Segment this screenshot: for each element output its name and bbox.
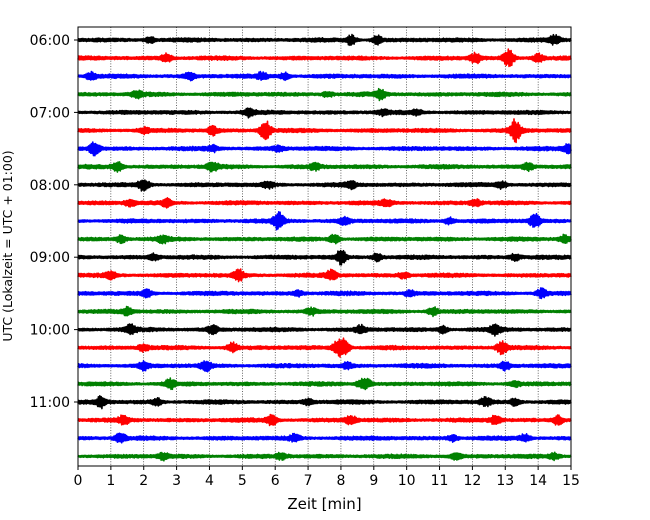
- x-tick-label: 10: [398, 473, 416, 489]
- y-axis-title: UTC (Lokalzeit = UTC + 01:00): [0, 150, 15, 341]
- x-tick-label: 3: [172, 473, 181, 489]
- x-tick-label: 14: [529, 473, 547, 489]
- trace-1015: [77, 337, 572, 358]
- x-tick-label: 9: [369, 473, 378, 489]
- x-tick-label: 13: [496, 473, 514, 489]
- plot-background: [78, 27, 571, 466]
- trace-1115: [77, 413, 572, 427]
- x-axis-title: Zeit [min]: [287, 495, 361, 513]
- trace-0745: [77, 161, 572, 173]
- x-tick-label: 15: [562, 473, 580, 489]
- vertical-grid: [110, 27, 539, 466]
- trace-0815: [77, 197, 572, 209]
- x-tick-label: 4: [205, 473, 214, 489]
- trace-1045: [77, 377, 572, 391]
- y-tick-label: 06:00: [30, 33, 70, 49]
- trace-0945: [77, 305, 572, 318]
- trace-0915: [77, 268, 572, 283]
- y-tick-label: 09:00: [30, 250, 70, 266]
- trace-0600: [77, 33, 572, 47]
- trace-0700: [77, 107, 572, 119]
- y-tick-label: 07:00: [30, 105, 70, 121]
- trace-1030: [77, 360, 572, 373]
- trace-0845: [77, 233, 572, 245]
- x-tick-label: 12: [463, 473, 481, 489]
- trace-0715: [77, 118, 572, 144]
- trace-1000: [77, 323, 572, 337]
- plot-frame: [77, 26, 572, 467]
- y-axis-ticks: 06:00 07:00 08:00 09:00 10:00 11:00: [30, 33, 78, 411]
- x-tick-label: 6: [271, 473, 280, 489]
- x-tick-label: 8: [336, 473, 345, 489]
- trace-0800: [77, 179, 572, 192]
- trace-1100: [77, 395, 572, 410]
- x-tick-label: 0: [74, 473, 83, 489]
- x-tick-label: 5: [238, 473, 247, 489]
- x-tick-label: 2: [139, 473, 148, 489]
- trace-0630: [77, 70, 572, 82]
- trace-0900: [77, 249, 572, 266]
- x-axis-ticks: 0 1 2 3 4 5 6 7 8 9 10 11 12 13 14 15: [74, 466, 580, 489]
- x-tick-label: 7: [304, 473, 313, 489]
- trace-group: [77, 33, 572, 462]
- y-tick-label: 08:00: [30, 178, 70, 194]
- trace-0645: [77, 87, 572, 102]
- y-tick-label: 11:00: [30, 395, 70, 411]
- trace-0830: [77, 211, 572, 231]
- trace-0730: [77, 141, 572, 157]
- trace-1145: [77, 451, 572, 462]
- trace-1130: [77, 432, 572, 444]
- trace-0930: [77, 287, 572, 300]
- x-tick-label: 1: [106, 473, 115, 489]
- trace-0615: [77, 48, 572, 68]
- y-tick-label: 10:00: [30, 323, 70, 339]
- x-tick-label: 11: [431, 473, 449, 489]
